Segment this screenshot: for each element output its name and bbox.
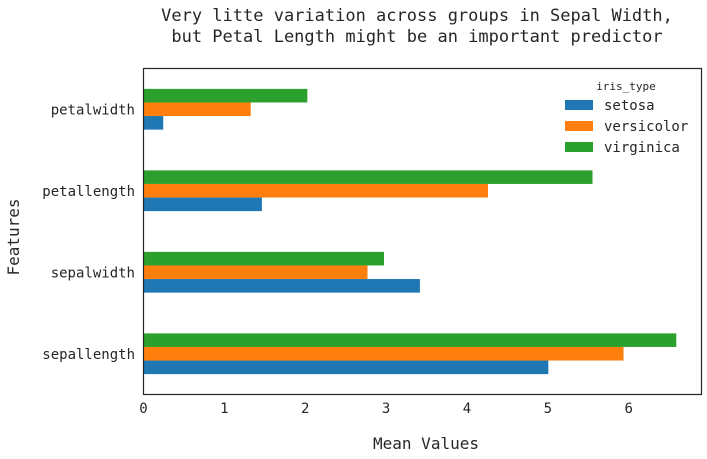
y-axis-label: Features: [4, 198, 23, 275]
y-tick-labels: sepallength sepalwidth petallength petalwid…: [42, 102, 135, 363]
legend-label-virginica: virginica: [604, 140, 680, 156]
legend-title: iris_type: [596, 80, 656, 93]
legend-swatch-setosa: [565, 100, 593, 110]
bar-setosa-sepalwidth: [143, 279, 420, 293]
bar-virginica-petalwidth: [143, 88, 308, 103]
x-tick-label-0: 0: [139, 401, 147, 417]
x-tick-label-6: 6: [625, 401, 633, 417]
y-tick-label-petallength: petallength: [42, 184, 135, 200]
x-tick-label-2: 2: [301, 401, 309, 417]
bar-setosa-petallength: [143, 197, 262, 212]
bar-virginica-sepallength: [143, 333, 677, 347]
bar-virginica-petallength: [143, 170, 593, 184]
legend-swatch-virginica: [565, 142, 593, 152]
x-tick-labels: 0 1 2 3 4 5 6: [139, 401, 633, 417]
legend-label-setosa: setosa: [604, 98, 655, 114]
chart-title-line-2: but Petal Length might be an important p…: [171, 27, 662, 47]
x-axis-label: Mean Values: [373, 434, 479, 453]
legend-label-versicolor: versicolor: [604, 119, 688, 135]
bar-virginica-sepalwidth: [143, 251, 385, 266]
x-tick-label-5: 5: [544, 401, 552, 417]
legend-swatch-versicolor: [565, 121, 593, 131]
bar-versicolor-petallength: [143, 183, 488, 198]
y-tick-label-sepalwidth: sepalwidth: [51, 265, 135, 281]
x-tick-label-4: 4: [463, 401, 471, 417]
bar-setosa-petalwidth: [143, 116, 164, 130]
legend: iris_type setosa versicolor virginica: [565, 80, 688, 156]
bar-versicolor-petalwidth: [143, 102, 251, 117]
plot-frame: [142, 67, 703, 396]
bar-setosa-sepallength: [143, 360, 549, 375]
bars-group: [143, 88, 677, 375]
x-tick-label-1: 1: [220, 401, 228, 417]
y-tick-label-petalwidth: petalwidth: [51, 102, 135, 118]
bar-versicolor-sepalwidth: [143, 265, 368, 280]
legend-items: setosa versicolor virginica: [565, 98, 688, 156]
chart-title-line-1: Very litte variation across groups in Se…: [161, 6, 673, 26]
x-tick-label-3: 3: [382, 401, 390, 417]
bar-versicolor-sepallength: [143, 346, 624, 361]
y-tick-label-sepallength: sepallength: [42, 347, 135, 363]
